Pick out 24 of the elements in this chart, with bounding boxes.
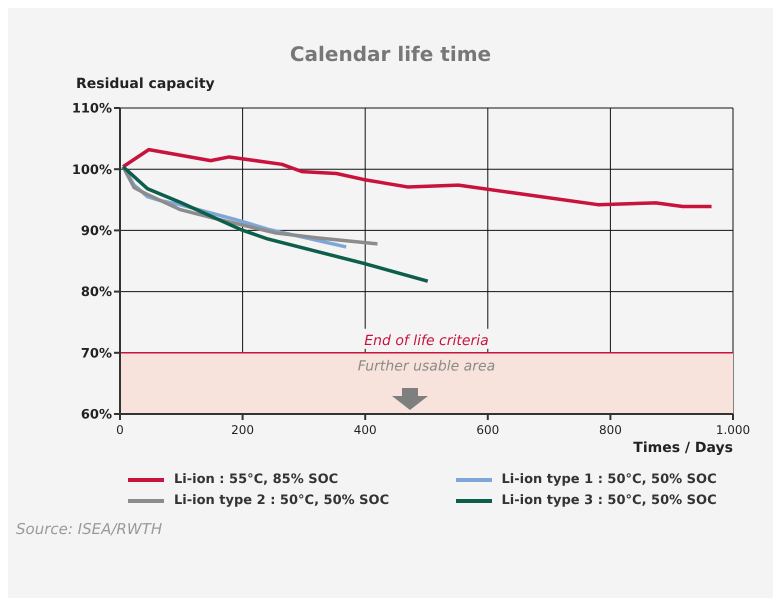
y-axis-title: Residual capacity — [76, 76, 216, 94]
y-tick-label: 80% — [80, 285, 112, 300]
legend-label: Li-ion type 3 : 50°C, 50% SOC — [502, 493, 717, 508]
ref-line-label: End of life criteria — [364, 332, 489, 349]
y-tick-label: 60% — [80, 408, 112, 423]
x-tick-label: 400 — [354, 423, 377, 437]
x-tick-label: 1.000 — [716, 423, 750, 437]
source-note: Source: ISEA/RWTH — [16, 520, 164, 538]
chart-title: Calendar life time — [288, 41, 492, 68]
legend-label: Li-ion : 55°C, 85% SOC — [174, 472, 338, 487]
y-tick-label: 90% — [80, 224, 112, 240]
legend-label: Li-ion type 2 : 50°C, 50% SOC — [174, 493, 390, 508]
x-tick-label: 0 — [116, 423, 124, 437]
y-tick-label: 100% — [72, 162, 112, 178]
x-tick-label: 200 — [231, 423, 254, 437]
legend-label: Li-ion type 1 : 50°C, 50% SOC — [502, 472, 717, 487]
y-tick-label: 110% — [72, 102, 112, 117]
band-label: Further usable area — [358, 358, 496, 375]
line-series — [121, 165, 430, 283]
y-tick-label: 70% — [80, 346, 112, 362]
x-tick-label: 800 — [598, 423, 622, 437]
x-axis-title: Times / Days — [632, 440, 734, 458]
line-series — [121, 148, 714, 208]
x-tick-label: 600 — [476, 423, 500, 437]
